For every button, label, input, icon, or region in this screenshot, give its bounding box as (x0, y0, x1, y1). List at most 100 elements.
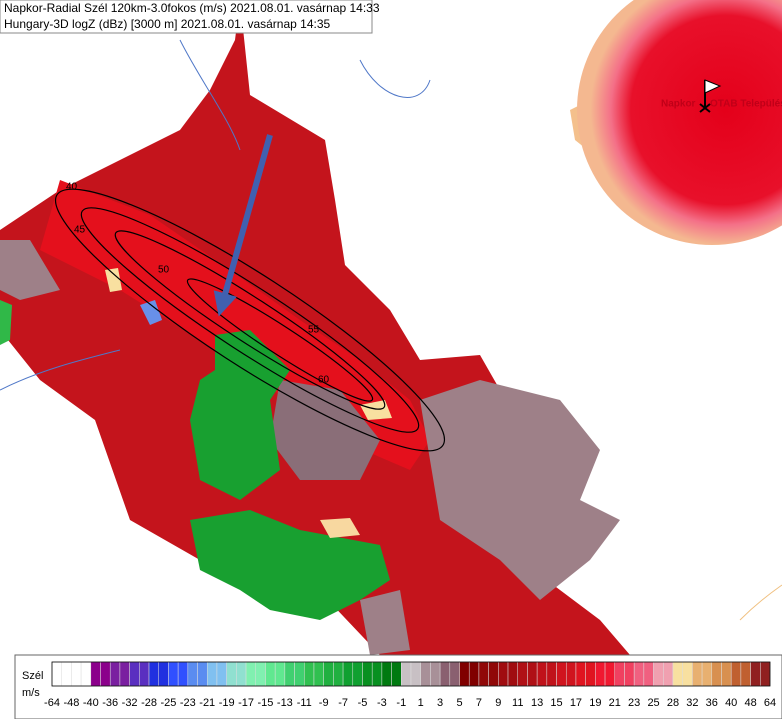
legend-swatch (294, 661, 305, 687)
legend-swatch (381, 661, 392, 687)
legend-swatch (177, 661, 189, 687)
legend-tick-label: -13 (277, 697, 293, 709)
legend-tick-label: 17 (570, 697, 582, 709)
legend-swatch (760, 661, 771, 687)
legend-tick-label: -1 (396, 697, 406, 709)
legend-swatch (517, 661, 528, 687)
legend-tick-label: 48 (744, 697, 756, 709)
legend-swatch (333, 661, 344, 687)
site-name: Napkor (661, 99, 696, 110)
legend-swatch (226, 661, 237, 687)
legend-swatch (410, 661, 421, 687)
legend-swatch (643, 661, 654, 687)
legend-title: Szél (22, 670, 43, 682)
legend-swatch (352, 661, 363, 687)
legend-tick-label: 32 (686, 697, 698, 709)
legend-swatch (168, 661, 179, 687)
legend-tick-label: -9 (319, 697, 329, 709)
legend-swatch (556, 661, 567, 687)
legend-swatch (255, 661, 266, 687)
legend-swatch (468, 661, 480, 687)
river (179, 39, 241, 151)
legend-tick-label: -17 (238, 697, 254, 709)
legend-swatch (158, 661, 169, 687)
legend-swatch (236, 661, 247, 687)
contour-label: 55 (308, 325, 320, 336)
header-line: Napkor-Radial Szél 120km-3.0fokos (m/s) … (4, 1, 380, 15)
header-line: Hungary-3D logZ (dBz) [3000 m] 2021.08.0… (4, 17, 331, 31)
legend-swatch (216, 661, 227, 687)
echo-green (0, 300, 12, 345)
echo-yellow (360, 400, 392, 420)
legend-tick-label: -28 (141, 697, 157, 709)
legend-swatch (546, 661, 557, 687)
river (359, 59, 431, 98)
legend-tick-label: -36 (102, 697, 118, 709)
site-marker (699, 79, 722, 113)
wind-arrow (213, 134, 273, 317)
legend-swatch (488, 661, 499, 687)
echo-green (190, 330, 290, 500)
legend-tick-label: -64 (44, 697, 60, 709)
legend-swatch (672, 661, 683, 687)
legend-swatch (692, 661, 703, 687)
echo-cell (577, 0, 782, 245)
legend-tick-label: 13 (531, 697, 543, 709)
legend-swatch (71, 661, 82, 687)
legend-swatch (711, 661, 722, 687)
legend-swatch (430, 661, 441, 687)
legend-tick-label: 5 (456, 697, 462, 709)
legend-swatch (565, 661, 577, 687)
contour-label: 50 (158, 265, 170, 276)
contour-line (186, 278, 374, 402)
legend: -64 -48 -40 -36 -32 -28 -25 -23 -21 -19 -17 -15 -13-… (44, 661, 776, 709)
contour-line (54, 188, 446, 452)
legend-swatch (604, 661, 616, 687)
echo-blue (140, 300, 162, 325)
river (0, 349, 121, 391)
echo-mauve (0, 240, 60, 300)
echo-mauve (270, 380, 380, 480)
legend-swatch (148, 661, 159, 687)
legend-tick-label: -15 (258, 697, 274, 709)
legend-swatch (439, 661, 451, 687)
legend-swatch (129, 661, 140, 687)
echo-yellow (320, 518, 360, 538)
contour-line (80, 207, 420, 433)
legend-swatch (633, 661, 645, 687)
legend-tick-label: 36 (706, 697, 718, 709)
legend-tick-label: -7 (338, 697, 348, 709)
legend-swatch (342, 661, 354, 687)
legend-tick-label: 40 (725, 697, 737, 709)
legend-swatch (595, 661, 606, 687)
legend-swatch (575, 661, 586, 687)
river (739, 584, 782, 621)
legend-swatch (653, 661, 664, 687)
legend-swatch (401, 661, 412, 687)
legend-swatch (663, 661, 674, 687)
echo-mauve (420, 380, 620, 600)
radar-layer (0, 0, 782, 655)
legend-swatch (139, 661, 150, 687)
legend-swatch (740, 661, 751, 687)
legend-swatch (391, 661, 402, 687)
legend-swatch (682, 661, 693, 687)
legend-swatch (274, 661, 286, 687)
legend-tick-label: -32 (122, 697, 138, 709)
legend-tick-label: -25 (160, 697, 176, 709)
legend-swatch (478, 661, 489, 687)
legend-swatch (459, 661, 470, 687)
legend-swatch (614, 661, 625, 687)
legend-swatch (420, 661, 431, 687)
legend-tick-label: 7 (476, 697, 482, 709)
legend-unit: m/s (22, 687, 40, 699)
legend-swatch (527, 661, 538, 687)
legend-swatch (284, 661, 295, 687)
legend-tick-label: 25 (647, 697, 659, 709)
contour-line (114, 230, 386, 410)
legend-bar-frame (51, 661, 771, 687)
legend-swatch (323, 661, 334, 687)
echo-green (190, 510, 390, 620)
legend-swatch (371, 661, 383, 687)
